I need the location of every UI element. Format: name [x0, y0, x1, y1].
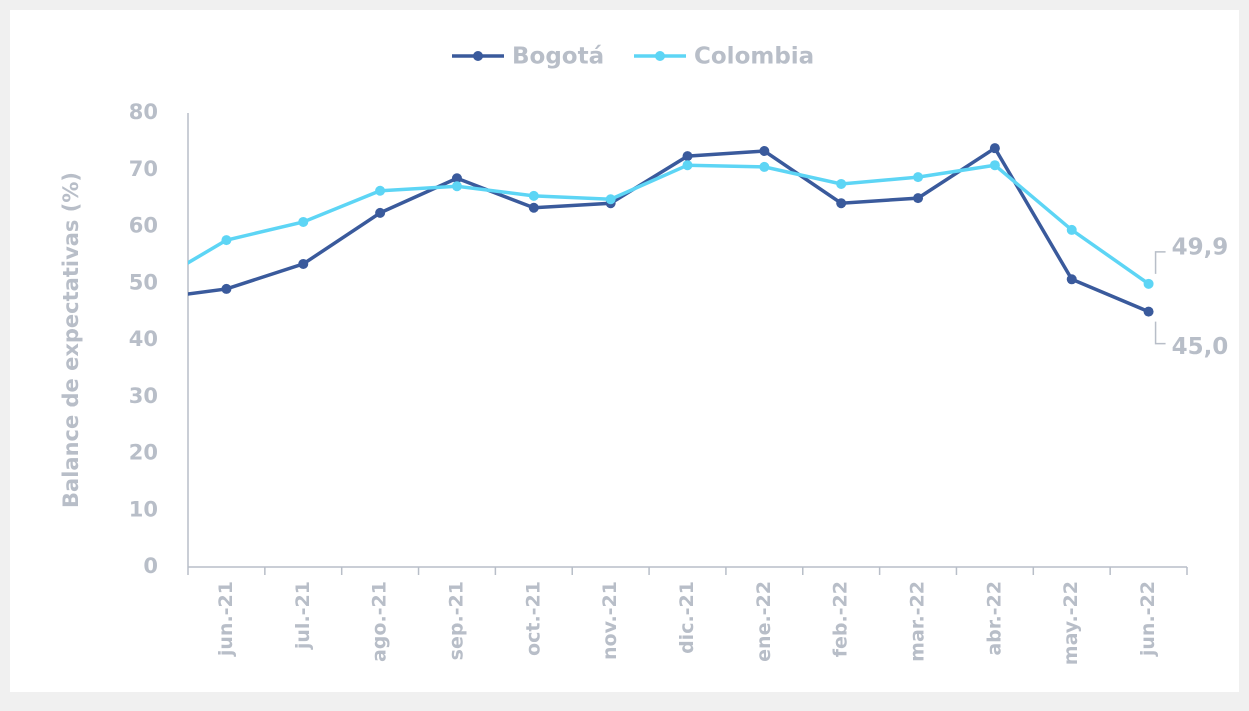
point	[913, 193, 924, 204]
point	[1143, 278, 1154, 289]
point	[298, 216, 309, 227]
x-tick-label: sep.-21	[445, 581, 467, 660]
point	[1066, 274, 1077, 285]
x-tick-label: mar.-22	[907, 581, 929, 662]
point	[451, 173, 462, 184]
card	[10, 10, 1239, 692]
y-tick-label: 30	[129, 384, 158, 408]
label-leader	[1154, 251, 1166, 274]
legend-marker	[655, 51, 665, 61]
point	[913, 172, 924, 183]
x-tick-label: ago.-21	[369, 581, 391, 662]
x-tick-label: jun.-21	[215, 581, 237, 657]
plot-area	[188, 143, 1154, 317]
point	[989, 143, 1000, 154]
data-label: 49,9	[1172, 234, 1229, 260]
legend-label: Colombia	[694, 44, 814, 70]
point	[682, 160, 693, 171]
y-tick-label: 10	[129, 497, 158, 521]
point	[451, 181, 462, 192]
x-tick-label: may.-22	[1060, 581, 1082, 665]
data-label: 45,0	[1172, 334, 1229, 360]
point	[1143, 306, 1154, 317]
point	[221, 283, 232, 294]
point	[836, 198, 847, 209]
x-tick-label: ene.-22	[753, 581, 775, 662]
y-tick-label: 50	[129, 270, 158, 294]
point	[989, 160, 1000, 171]
point	[528, 202, 539, 213]
x-tick-label: jul.-21	[292, 581, 314, 650]
y-tick-label: 70	[129, 157, 158, 181]
point	[605, 194, 616, 205]
x-tick-label: oct.-21	[522, 581, 544, 656]
point	[682, 151, 693, 162]
y-axis-label: Balance de expectativas (%)	[59, 172, 83, 508]
point	[759, 146, 770, 157]
y-tick-label: 60	[129, 214, 158, 238]
x-tick-label: abr.-22	[983, 581, 1005, 656]
x-tick-label: nov.-21	[599, 581, 621, 660]
point	[221, 235, 232, 246]
x-tick-label: jun.-22	[1137, 581, 1159, 657]
point	[298, 258, 309, 269]
point	[836, 178, 847, 189]
x-tick-label: dic.-21	[676, 581, 698, 654]
legend-label: Bogotá	[512, 44, 604, 70]
y-tick-label: 20	[129, 441, 158, 465]
legend-marker	[473, 51, 483, 61]
y-tick-label: 40	[129, 327, 158, 351]
x-tick-label: feb.-22	[830, 581, 852, 657]
y-tick-label: 80	[129, 100, 158, 124]
point	[1066, 224, 1077, 235]
point	[759, 161, 770, 172]
point	[375, 207, 386, 218]
y-tick-label: 0	[143, 554, 158, 578]
label-leader	[1154, 321, 1166, 345]
series-line	[188, 163, 1150, 286]
point	[375, 185, 386, 196]
series-line	[188, 145, 1150, 314]
point	[528, 190, 539, 201]
